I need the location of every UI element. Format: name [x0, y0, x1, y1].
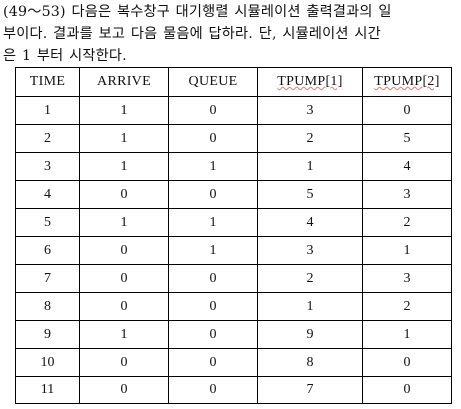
header-tpump-2: TPUMP[2]	[362, 67, 452, 97]
cell-time: 5	[15, 208, 80, 237]
cell-tpump-2: 0	[362, 96, 452, 125]
cell-time: 11	[15, 376, 80, 404]
cell-arrive: 1	[79, 96, 169, 125]
cell-time: 1	[15, 96, 80, 125]
cell-tpump-1: 4	[257, 208, 363, 237]
header-tpump-1: TPUMP[1]	[257, 67, 363, 97]
intro-line: (49～53) 다음은 복수창구 대기행렬 시뮬레이션 출력결과의 일	[3, 4, 392, 20]
cell-time: 10	[15, 348, 80, 377]
cell-tpump-2: 3	[362, 180, 452, 209]
table-header-row: TIME ARRIVE QUEUE TPUMP[1] TPUMP[2]	[15, 67, 452, 97]
cell-tpump-1: 5	[257, 180, 363, 209]
intro-line: 부이다. 결과를 보고 다음 물음에 답하라. 단, 시뮬레이션 시간	[3, 26, 381, 42]
cell-tpump-1: 2	[257, 124, 363, 153]
table-row: 8 0 0 1 2	[15, 292, 452, 321]
cell-tpump-1: 3	[257, 96, 363, 125]
cell-arrive: 0	[79, 180, 169, 209]
cell-arrive: 0	[79, 376, 169, 404]
cell-tpump-2: 1	[362, 320, 452, 349]
cell-tpump-1: 2	[257, 264, 363, 293]
table-row: 4 0 0 5 3	[15, 180, 452, 209]
cell-queue: 0	[168, 96, 258, 125]
table-row: 2 1 0 2 5	[15, 124, 452, 153]
cell-queue: 0	[168, 124, 258, 153]
table-row: 10 0 0 8 0	[15, 348, 452, 377]
cell-queue: 0	[168, 376, 258, 404]
cell-queue: 1	[168, 208, 258, 237]
cell-tpump-1: 1	[257, 292, 363, 321]
cell-tpump-2: 2	[362, 208, 452, 237]
header-tpump-2-text: TPUMP[2]	[374, 74, 440, 89]
cell-tpump-2: 0	[362, 348, 452, 377]
question-intro: (49～53) 다음은 복수창구 대기행렬 시뮬레이션 출력결과의 일 부이다.…	[3, 1, 459, 67]
header-tpump-1-text: TPUMP[1]	[277, 74, 343, 89]
cell-arrive: 0	[79, 292, 169, 321]
cell-time: 6	[15, 236, 80, 265]
cell-queue: 0	[168, 320, 258, 349]
cell-tpump-1: 8	[257, 348, 363, 377]
cell-tpump-1: 3	[257, 236, 363, 265]
cell-time: 3	[15, 152, 80, 181]
cell-arrive: 1	[79, 124, 169, 153]
table-row: 3 1 1 1 4	[15, 152, 452, 181]
cell-time: 9	[15, 320, 80, 349]
cell-time: 7	[15, 264, 80, 293]
table-row: 11 0 0 7 0	[15, 376, 452, 404]
cell-queue: 0	[168, 180, 258, 209]
cell-arrive: 0	[79, 348, 169, 377]
table-row: 5 1 1 4 2	[15, 208, 452, 237]
table-row: 9 1 0 9 1	[15, 320, 452, 349]
table-row: 7 0 0 2 3	[15, 264, 452, 293]
cell-arrive: 0	[79, 264, 169, 293]
header-queue: QUEUE	[168, 67, 258, 97]
cell-time: 2	[15, 124, 80, 153]
simulation-output-table: TIME ARRIVE QUEUE TPUMP[1] TPUMP[2] 1 1 …	[15, 67, 452, 404]
cell-queue: 0	[168, 348, 258, 377]
cell-tpump-2: 5	[362, 124, 452, 153]
table-row: 6 0 1 3 1	[15, 236, 452, 265]
cell-queue: 0	[168, 292, 258, 321]
header-time: TIME	[15, 67, 80, 97]
cell-tpump-2: 1	[362, 236, 452, 265]
cell-tpump-1: 9	[257, 320, 363, 349]
header-arrive: ARRIVE	[79, 67, 169, 97]
cell-arrive: 1	[79, 152, 169, 181]
cell-time: 4	[15, 180, 80, 209]
cell-time: 8	[15, 292, 80, 321]
cell-queue: 1	[168, 236, 258, 265]
cell-tpump-1: 1	[257, 152, 363, 181]
cell-tpump-2: 4	[362, 152, 452, 181]
cell-tpump-2: 3	[362, 264, 452, 293]
cell-tpump-1: 7	[257, 376, 363, 404]
cell-queue: 1	[168, 152, 258, 181]
cell-tpump-2: 0	[362, 376, 452, 404]
cell-arrive: 0	[79, 236, 169, 265]
cell-tpump-2: 2	[362, 292, 452, 321]
cell-arrive: 1	[79, 320, 169, 349]
intro-line: 은 1 부터 시작한다.	[3, 48, 127, 64]
table-row: 1 1 0 3 0	[15, 96, 452, 125]
cell-arrive: 1	[79, 208, 169, 237]
cell-queue: 0	[168, 264, 258, 293]
